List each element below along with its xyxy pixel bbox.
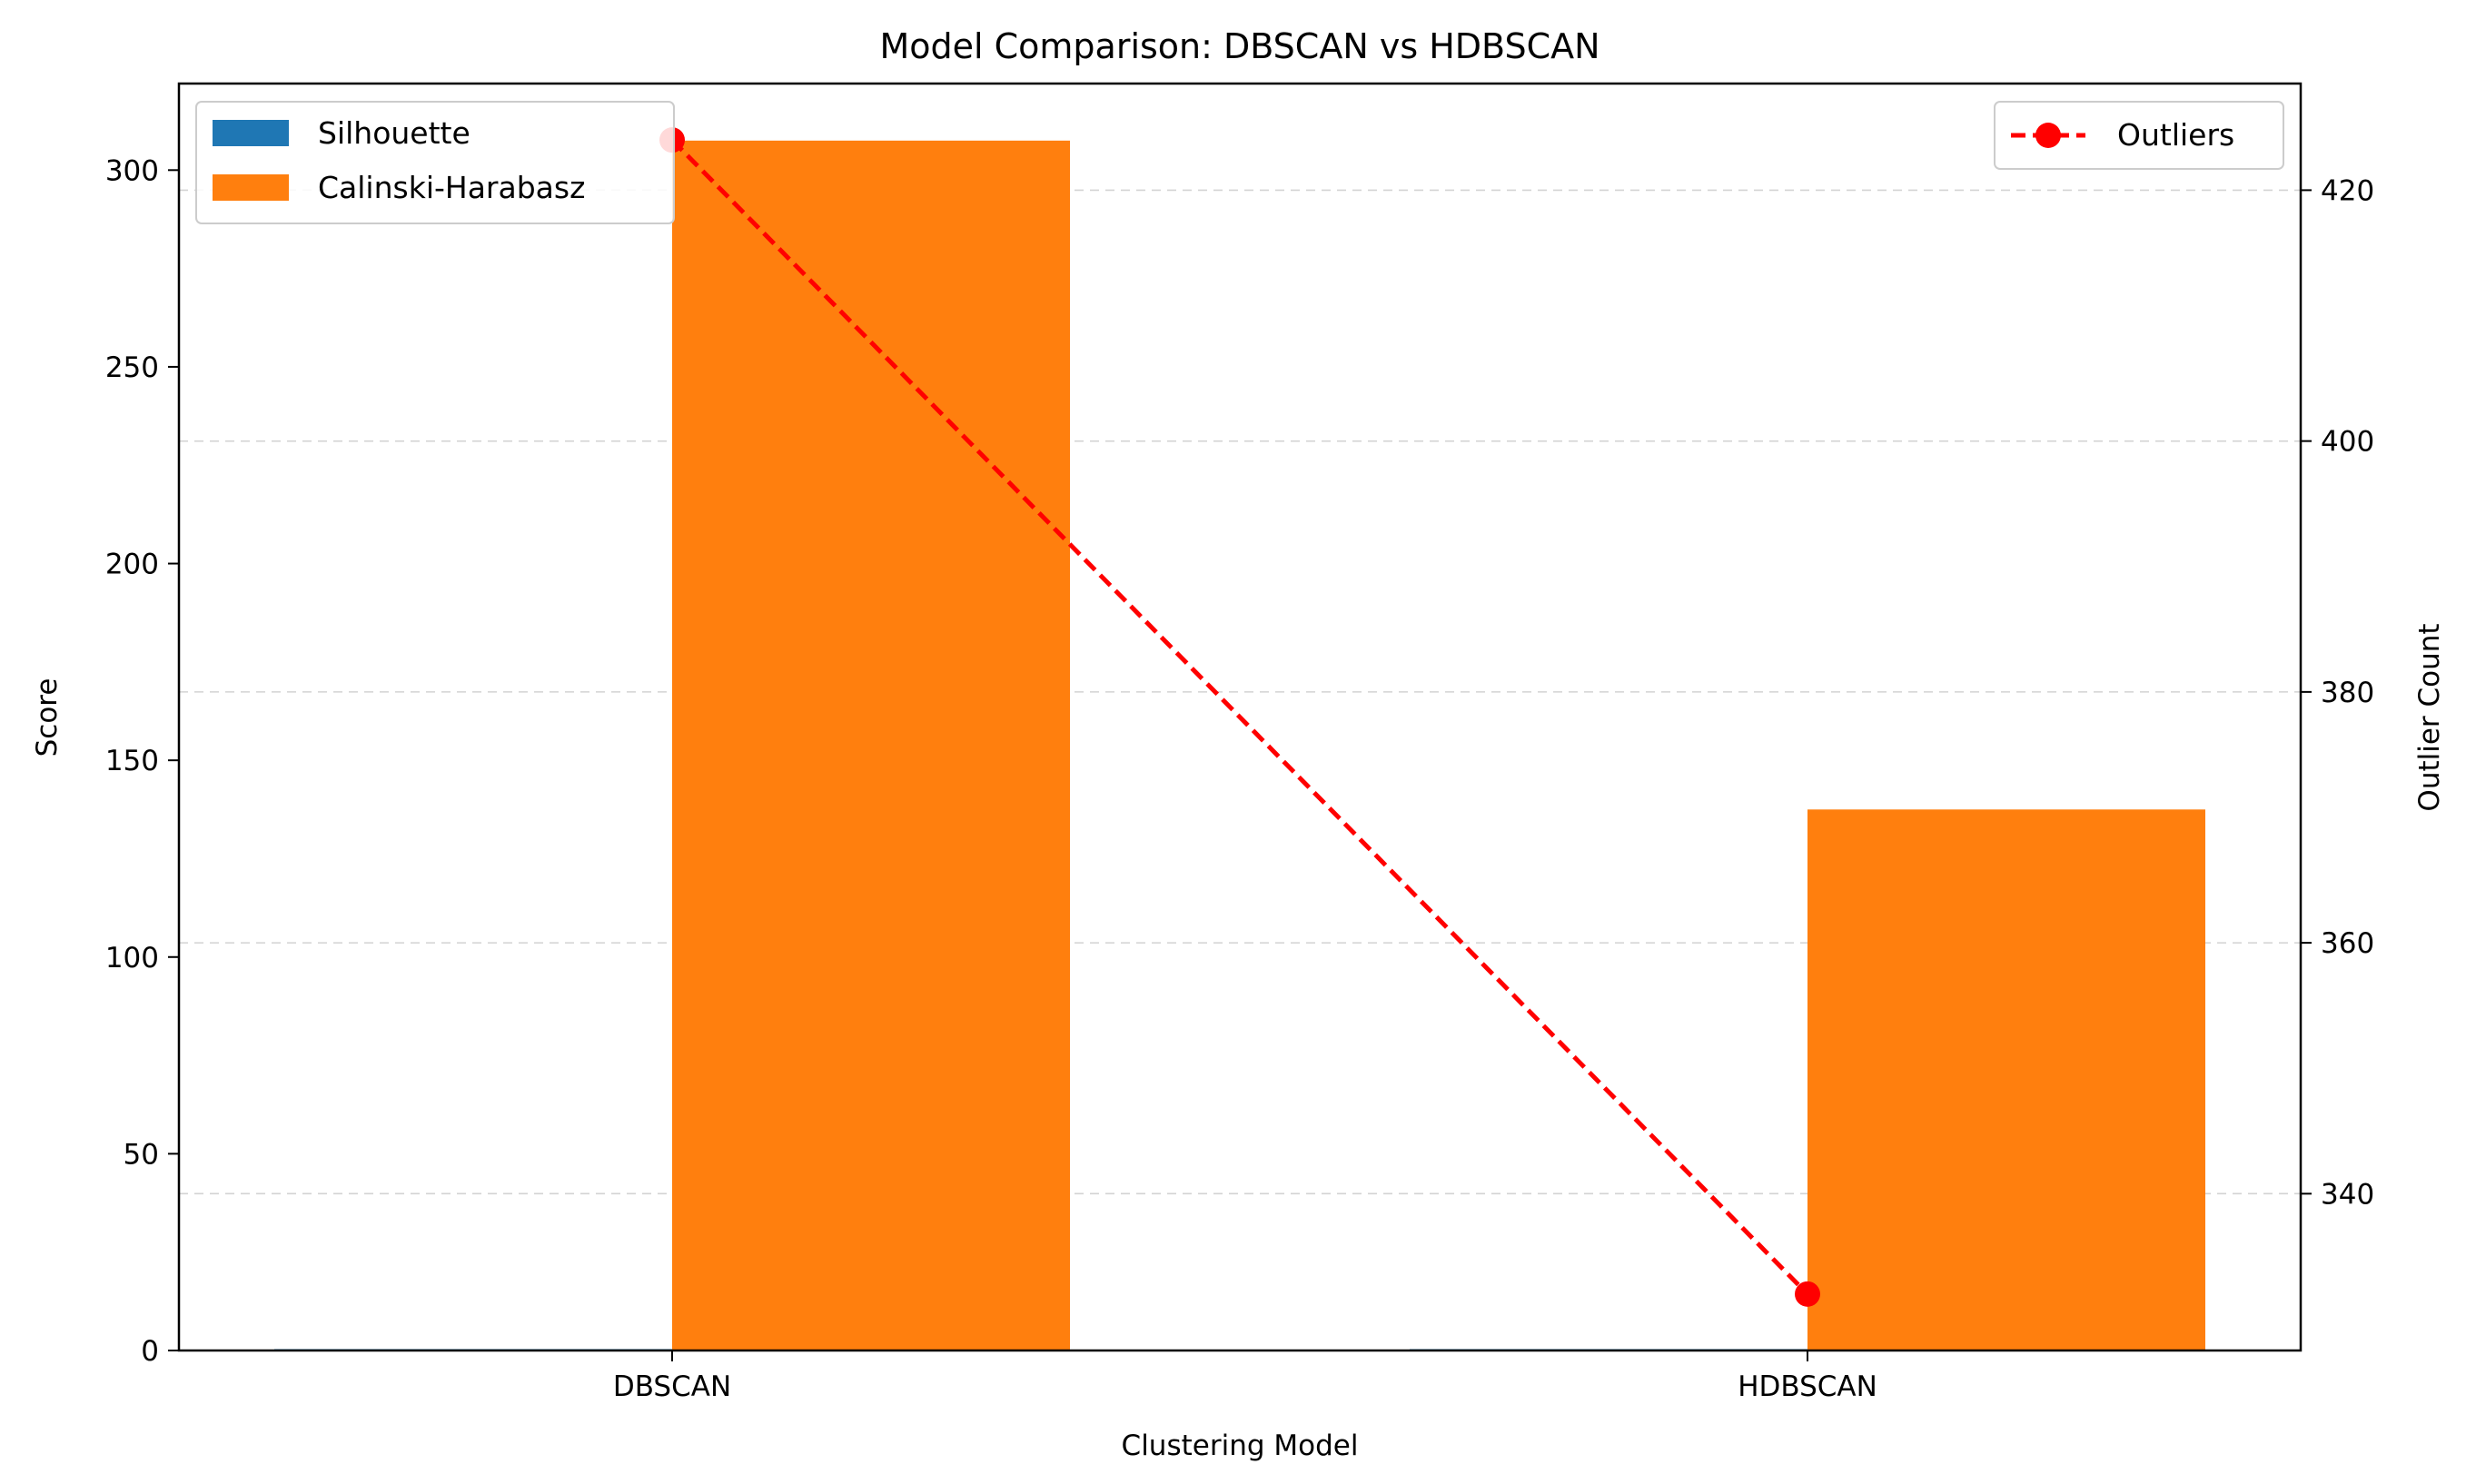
- y2-axis-label: Outlier Count: [2413, 623, 2446, 811]
- legend-swatch-calinski-harabasz: [213, 174, 289, 201]
- bar-calinski-harabasz-dbscan: [672, 140, 1070, 1350]
- y2-tick-label-340: 340: [2321, 1178, 2374, 1211]
- bars: [274, 140, 2205, 1350]
- x-tick-label-hdbscan: HDBSCAN: [1738, 1370, 1877, 1403]
- x-tick-label-dbscan: DBSCAN: [613, 1370, 731, 1403]
- y-tick-label-150: 150: [105, 745, 159, 777]
- legend-scores: Silhouette Calinski-Harabasz: [195, 101, 675, 224]
- x-axis-label: Clustering Model: [1122, 1430, 1359, 1462]
- chart-title: Model Comparison: DBSCAN vs HDBSCAN: [879, 26, 1599, 66]
- y-axis-label: Score: [31, 678, 64, 757]
- y-tick-label-0: 0: [141, 1335, 159, 1368]
- y-tick-label-100: 100: [105, 942, 159, 974]
- y2-tick-label-360: 360: [2321, 927, 2374, 960]
- y2-tick-label-380: 380: [2321, 677, 2374, 709]
- legend-marker-outliers: [2035, 123, 2061, 148]
- legend-scores-frame: [195, 101, 675, 224]
- y2-tick-label-400: 400: [2321, 426, 2374, 459]
- outlier-series-line: [670, 138, 1809, 1296]
- y-tick-label-250: 250: [105, 351, 159, 384]
- y-tick-label-50: 50: [124, 1138, 159, 1171]
- legend-outliers: Outliers: [1994, 101, 2284, 170]
- plot-frame: [177, 82, 2303, 1352]
- bar-calinski-harabasz-hdbscan: [1807, 809, 2205, 1350]
- y2-tick-label-420: 420: [2321, 174, 2374, 207]
- outlier-point-hdbscan: [1795, 1281, 1820, 1307]
- legend-label-silhouette: Silhouette: [318, 115, 470, 151]
- legend-label-outliers: Outliers: [2117, 117, 2234, 153]
- legend-outliers-frame: [1994, 101, 2284, 170]
- legend-label-calinski-harabasz: Calinski-Harabasz: [318, 170, 585, 205]
- y-tick-label-200: 200: [105, 549, 159, 581]
- legend-swatch-silhouette: [213, 120, 289, 146]
- ticks: 0 50 100 150 200 250 300 340 360 380 400 420 DBSCAN H…: [105, 154, 2374, 1403]
- y-tick-label-300: 300: [105, 154, 159, 187]
